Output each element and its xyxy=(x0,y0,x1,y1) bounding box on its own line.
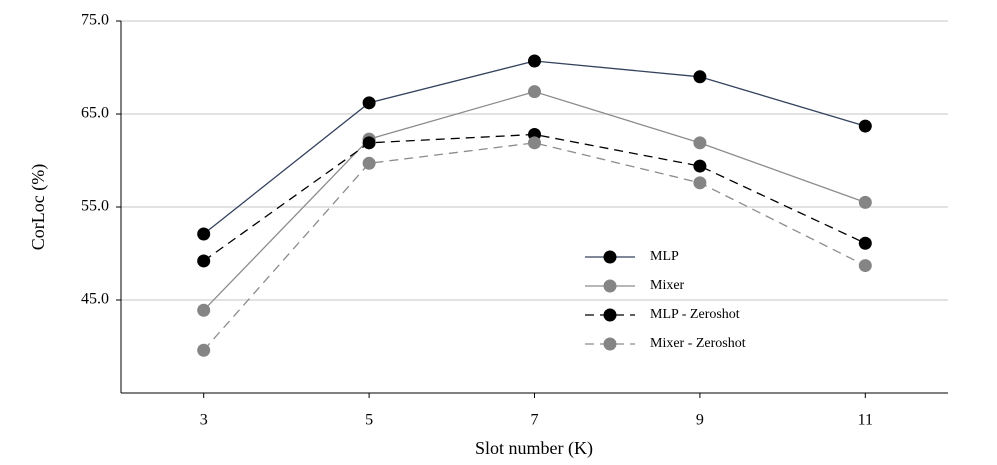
point xyxy=(693,136,707,150)
point xyxy=(197,343,211,357)
legend-label: Mixer xyxy=(650,278,685,293)
point xyxy=(197,227,211,241)
point xyxy=(693,176,707,190)
legend-label: MLP xyxy=(650,249,679,264)
point xyxy=(858,259,872,273)
x-tick-label: 9 xyxy=(696,412,704,429)
point xyxy=(362,96,376,110)
legend-marker xyxy=(603,279,617,293)
x-tick-label: 5 xyxy=(365,412,373,429)
y-axis-label: CorLoc (%) xyxy=(28,164,49,250)
point xyxy=(693,70,707,84)
point xyxy=(197,303,211,317)
point xyxy=(858,195,872,209)
point xyxy=(362,156,376,170)
x-tick-label: 3 xyxy=(200,412,208,429)
x-tick-label: 11 xyxy=(858,412,873,429)
legend-marker xyxy=(603,337,617,351)
y-tick-label: 45.0 xyxy=(81,291,109,308)
legend-marker xyxy=(603,308,617,322)
y-tick-label: 55.0 xyxy=(81,198,109,215)
legend-label: Mixer - Zeroshot xyxy=(650,336,746,351)
point xyxy=(693,159,707,173)
y-tick-label: 75.0 xyxy=(81,12,109,29)
y-tick-label: 65.0 xyxy=(81,105,109,122)
x-tick-label: 7 xyxy=(531,412,539,429)
series-line xyxy=(203,133,866,262)
point xyxy=(528,136,541,150)
point xyxy=(362,136,376,150)
series-line xyxy=(203,142,866,351)
point xyxy=(197,254,211,268)
legend-marker xyxy=(603,250,617,264)
legend-label: MLP - Zeroshot xyxy=(650,307,740,322)
series-line xyxy=(203,91,866,311)
point xyxy=(528,54,541,68)
point xyxy=(858,236,872,250)
point xyxy=(858,119,872,133)
x-axis-label: Slot number (K) xyxy=(475,438,593,459)
point xyxy=(528,85,541,99)
